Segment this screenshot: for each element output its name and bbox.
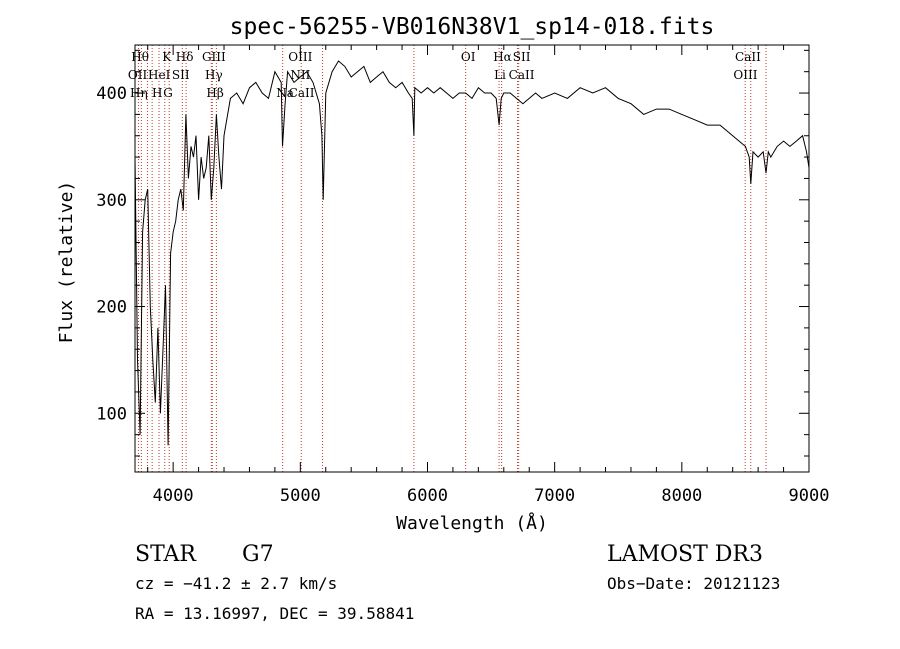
observation-date: Obs−Date: 20121123: [607, 574, 780, 593]
x-tick-label-1: 5000: [280, 486, 321, 506]
x-tick-label-0: 4000: [153, 486, 194, 506]
survey-name: LAMOST DR3: [607, 542, 763, 567]
line-label-6: Hα: [493, 50, 512, 64]
line-label-2: Hδ: [176, 50, 194, 64]
line-label-14: Li: [494, 68, 506, 82]
line-label-19: G: [163, 86, 173, 100]
line-label-15: CaII: [509, 68, 535, 82]
line-label-18: H: [152, 86, 162, 100]
line-label-11: SII: [172, 68, 190, 82]
x-axis-label: Wavelength (Å): [396, 512, 548, 534]
y-tick-label-3: 400: [96, 84, 127, 104]
line-label-1: K: [162, 50, 172, 64]
spectrum-series-line: [134, 60, 810, 446]
line-label-22: CaII: [289, 86, 315, 100]
emission-line-markers: [137, 45, 767, 472]
line-label-13: NII: [290, 68, 310, 82]
y-tick-label-1: 200: [96, 298, 127, 318]
line-label-3: GIII: [202, 50, 226, 64]
line-label-21: Na: [276, 86, 294, 100]
redshift-text: cz = −41.2 ± 2.7 km/s: [135, 574, 337, 593]
y-axis-ticks: 100 200 300 400: [96, 49, 809, 457]
y-tick-label-0: 100: [96, 404, 127, 424]
line-label-0: Hθ: [131, 50, 149, 64]
coordinates-text: RA = 13.16997, DEC = 39.58841: [135, 604, 414, 623]
x-tick-label-3: 7000: [534, 486, 575, 506]
x-tick-label-5: 9000: [789, 486, 830, 506]
x-tick-label-4: 8000: [661, 486, 702, 506]
x-axis-ticks: 4000 5000 6000 7000 8000 9000: [147, 45, 830, 506]
object-subclass: G7: [242, 542, 274, 567]
object-class: STAR: [135, 542, 197, 567]
y-axis-label: Flux (relative): [56, 181, 77, 344]
y-tick-label-2: 300: [96, 191, 127, 211]
line-label-10: HeI: [148, 68, 171, 82]
x-tick-label-2: 6000: [407, 486, 448, 506]
line-label-4: OIII: [288, 50, 312, 64]
line-label-9: OII: [128, 68, 148, 82]
line-label-20: Hβ: [206, 86, 223, 100]
chart-title: spec-56255-VB016N38V1_sp14-018.fits: [230, 14, 715, 40]
line-label-7: SII: [513, 50, 531, 64]
plot-frame: [134, 44, 810, 473]
line-label-16: OIII: [733, 68, 757, 82]
line-label-8: CaII: [735, 50, 761, 64]
line-label-5: OI: [461, 50, 476, 64]
line-label-12: Hγ: [205, 68, 223, 82]
